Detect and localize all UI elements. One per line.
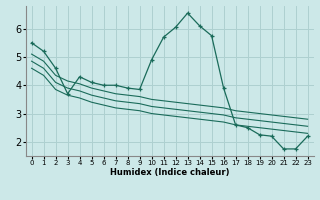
X-axis label: Humidex (Indice chaleur): Humidex (Indice chaleur) (110, 168, 229, 177)
